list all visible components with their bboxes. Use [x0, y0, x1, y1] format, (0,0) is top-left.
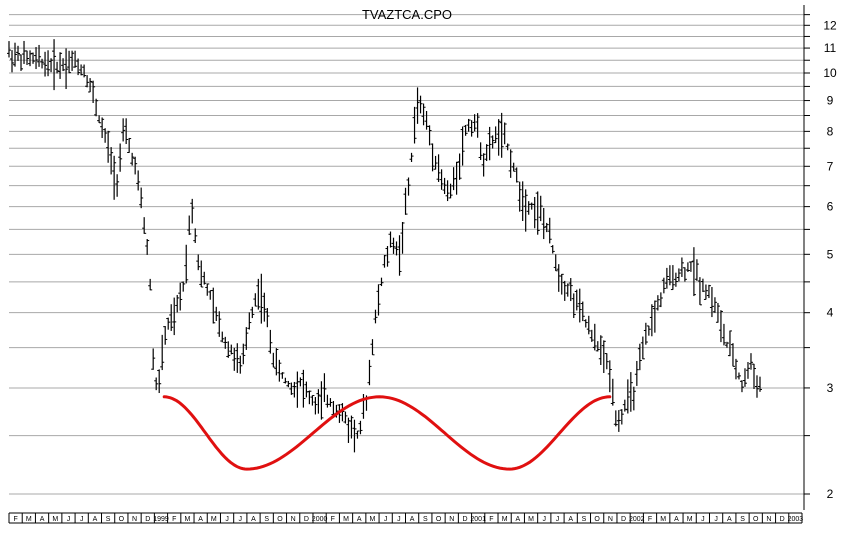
x-tick-label: M [52, 516, 58, 523]
x-tick-label: A [727, 516, 732, 523]
x-tick-label: 2000 [312, 516, 328, 523]
x-tick-label: M [26, 516, 32, 523]
x-tick-label: J [556, 516, 560, 523]
x-tick-label: 2003 [788, 516, 804, 523]
grid-lines [9, 14, 804, 495]
x-tick-label: J [225, 516, 229, 523]
x-tick-label: J [384, 516, 388, 523]
x-tick-label: M [660, 516, 666, 523]
x-tick-label: N [608, 516, 613, 523]
x-axis: F M A M J J A S O N D 1999 F M A M J J A S O N D 2000 F M A M J J A S O N… [8, 512, 804, 524]
x-tick-label: D [145, 516, 150, 523]
x-tick-label: F [331, 516, 335, 523]
x-tick-label: D [621, 516, 626, 523]
x-tick-label: 1999 [153, 516, 169, 523]
x-tick-label: J [714, 516, 718, 523]
x-tick-label: N [449, 516, 454, 523]
x-tick-label: M [185, 516, 191, 523]
x-tick-label: S [582, 516, 587, 523]
y-tick-label: 11 [824, 41, 837, 55]
x-tick-label: M [211, 516, 217, 523]
x-tick-label: O [753, 516, 759, 523]
x-tick-label: S [740, 516, 745, 523]
x-tick-label: D [304, 516, 309, 523]
x-tick-label: O [119, 516, 125, 523]
y-tick-label: 2 [827, 487, 834, 501]
x-tick-label: A [357, 516, 362, 523]
x-tick-label: O [594, 516, 600, 523]
x-tick-label: F [648, 516, 652, 523]
y-tick-label: 6 [827, 200, 834, 214]
x-tick-label: M [343, 516, 349, 523]
x-tick-label: F [13, 516, 17, 523]
x-tick-label: O [277, 516, 283, 523]
x-tick-label: J [397, 516, 401, 523]
x-tick-label: A [40, 516, 45, 523]
chart-title: TVAZTCA.CPO [362, 7, 452, 22]
x-tick-label: M [687, 516, 693, 523]
x-tick-label: 2002 [629, 516, 645, 523]
x-tick-label: N [291, 516, 296, 523]
cycle-wave-annotation [162, 395, 612, 471]
x-tick-label: S [423, 516, 428, 523]
y-tick-label: 4 [827, 306, 834, 320]
x-tick-label: F [489, 516, 493, 523]
price-bars [7, 39, 762, 453]
x-tick-label: O [436, 516, 442, 523]
y-tick-label: 3 [827, 381, 834, 395]
x-tick-label: A [93, 516, 98, 523]
x-tick-label: D [780, 516, 785, 523]
x-tick-label: J [67, 516, 71, 523]
x-tick-label: 2001 [470, 516, 486, 523]
x-tick-label: D [462, 516, 467, 523]
y-tick-label: 12 [823, 18, 837, 32]
x-tick-label: A [516, 516, 521, 523]
x-tick-label: M [370, 516, 376, 523]
x-tick-label: N [766, 516, 771, 523]
x-tick-label: M [528, 516, 534, 523]
x-tick-label: F [172, 516, 176, 523]
x-tick-label: N [132, 516, 137, 523]
x-tick-label: A [410, 516, 415, 523]
y-tick-label: 5 [827, 247, 834, 261]
y-tick-label: 7 [827, 159, 834, 173]
x-tick-label: A [198, 516, 203, 523]
y-axis-ticks: 2 3 4 5 6 7 8 9 10 11 12 [804, 14, 837, 501]
x-tick-label: A [251, 516, 256, 523]
x-tick-label: J [543, 516, 547, 523]
y-tick-label: 10 [823, 66, 837, 80]
x-tick-label: A [674, 516, 679, 523]
x-tick-label: J [701, 516, 705, 523]
x-tick-label: J [239, 516, 243, 523]
x-tick-label: J [80, 516, 84, 523]
y-tick-label: 8 [827, 124, 834, 138]
x-tick-label: A [568, 516, 573, 523]
y-tick-label: 9 [827, 94, 834, 108]
x-tick-label: M [502, 516, 508, 523]
x-tick-label: S [106, 516, 111, 523]
x-tick-label: S [264, 516, 269, 523]
annotation-layer [162, 395, 612, 471]
